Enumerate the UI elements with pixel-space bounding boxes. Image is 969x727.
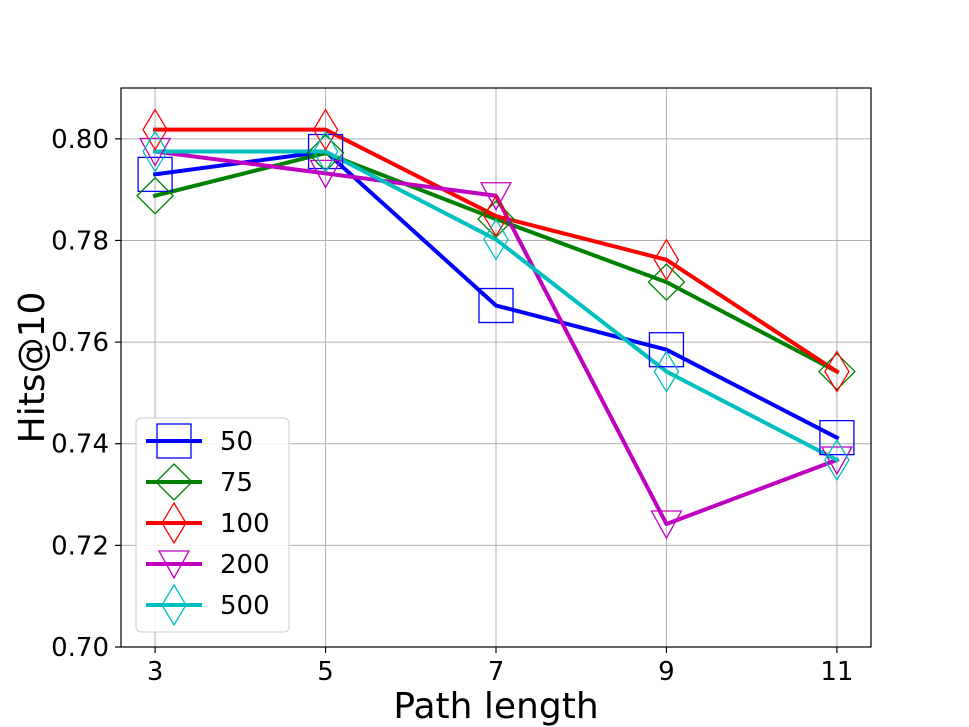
data-point-50 xyxy=(478,287,514,324)
data-point-50 xyxy=(648,332,685,368)
data-point-100 xyxy=(653,238,680,282)
x-tick-label: 11 xyxy=(820,657,853,687)
legend-label-75: 75 xyxy=(220,468,253,498)
legend-label-500: 500 xyxy=(220,591,270,621)
data-point-50 xyxy=(137,156,173,193)
y-tick-label: 0.74 xyxy=(51,430,109,460)
data-point-500 xyxy=(312,130,339,173)
data-point-200 xyxy=(820,446,854,476)
data-point-500 xyxy=(824,438,850,482)
y-tick-label: 0.70 xyxy=(51,633,109,663)
legend-marker-100 xyxy=(161,501,187,545)
data-point-75 xyxy=(647,263,686,302)
legend-marker-75 xyxy=(155,463,193,501)
legend-label-200: 200 xyxy=(220,550,270,580)
data-point-200 xyxy=(309,159,342,189)
x-tick-label: 7 xyxy=(488,657,505,687)
y-tick-label: 0.76 xyxy=(51,328,109,358)
x-tick-label: 9 xyxy=(658,657,675,687)
data-point-500 xyxy=(142,130,168,173)
data-point-500 xyxy=(483,218,509,261)
series-line-50 xyxy=(152,149,840,441)
legend-marker-50 xyxy=(156,423,192,459)
series-line-500 xyxy=(153,149,840,463)
data-point-75 xyxy=(136,176,175,215)
x-axis-ticks: 3 5 7 9 11 xyxy=(147,647,853,687)
data-point-500 xyxy=(653,350,680,393)
legend-marker-500 xyxy=(161,583,187,627)
data-point-100 xyxy=(312,108,339,151)
series-line-100 xyxy=(153,127,840,375)
y-tick-label: 0.78 xyxy=(51,226,109,256)
y-axis-ticks: 0.70 0.72 0.74 0.76 0.78 0.80 xyxy=(51,125,121,663)
y-tick-label: 0.80 xyxy=(51,125,109,155)
data-point-100 xyxy=(142,108,168,151)
x-tick-label: 3 xyxy=(147,657,164,687)
data-point-200 xyxy=(138,137,172,167)
data-point-100 xyxy=(483,194,509,238)
x-axis-title: Path length xyxy=(393,686,598,727)
legend-label-100: 100 xyxy=(220,509,270,539)
data-point-200 xyxy=(479,182,513,212)
legend-label-50: 50 xyxy=(220,427,253,457)
legend: 50 75 100 200 500 xyxy=(135,417,290,633)
series-markers xyxy=(136,108,856,540)
legend-marker-200 xyxy=(157,550,191,580)
y-tick-label: 0.72 xyxy=(51,531,109,561)
x-tick-label: 5 xyxy=(317,657,334,687)
data-point-200 xyxy=(650,510,683,540)
data-point-100 xyxy=(824,350,850,393)
y-axis-title: Hits@10 xyxy=(12,292,53,444)
data-point-75 xyxy=(817,352,856,391)
data-point-50 xyxy=(819,419,855,456)
